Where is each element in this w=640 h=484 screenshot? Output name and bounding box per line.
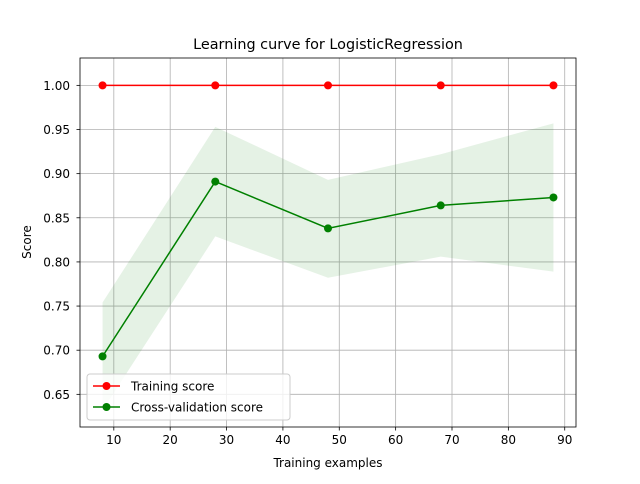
cross-validation-score-point — [549, 193, 558, 202]
confidence-bands — [102, 123, 554, 411]
x-tick-label: 80 — [501, 433, 516, 447]
cross-validation-score-band — [102, 123, 554, 411]
legend: Training score Cross-validation score — [86, 373, 291, 421]
y-tick-label: 0.70 — [43, 344, 70, 358]
x-tick-label: 30 — [219, 433, 234, 447]
training-score-point — [324, 81, 332, 90]
cross-validation-score-point — [211, 177, 220, 186]
cross-validation-score-point — [98, 352, 107, 361]
y-tick-label: 0.95 — [43, 123, 70, 137]
y-tick-label: 0.90 — [43, 167, 70, 181]
axis-ticks: 10 20 30 40 50 60 70 80 90 0.65 0.70 0.75 0.80 0.85 0.… — [43, 79, 572, 447]
training-score-point — [98, 81, 107, 90]
x-tick-label: 90 — [557, 433, 572, 447]
y-tick-label: 0.65 — [43, 388, 70, 402]
y-tick-label: 1.00 — [43, 79, 70, 93]
x-axis-label: Training examples — [272, 456, 382, 470]
x-tick-label: 40 — [275, 433, 290, 447]
legend-label: Cross-validation score — [131, 401, 263, 415]
training-score-point — [436, 81, 445, 90]
y-tick-label: 0.80 — [43, 255, 70, 269]
plot-area — [80, 58, 576, 427]
plot-frame — [79, 57, 577, 428]
cross-validation-score-point — [324, 224, 332, 233]
x-tick-label: 60 — [388, 433, 403, 447]
x-tick-label: 70 — [444, 433, 459, 447]
x-tick-label: 10 — [106, 433, 121, 447]
legend-marker — [102, 403, 111, 411]
chart-title: Learning curve for LogisticRegression — [193, 37, 463, 53]
training-score-point — [211, 81, 220, 90]
legend-marker — [102, 382, 111, 390]
cross-validation-score-point — [436, 201, 445, 210]
training-score-point — [549, 81, 558, 90]
x-tick-label: 50 — [332, 433, 347, 447]
y-axis-label: Score — [20, 225, 34, 259]
x-tick-label: 20 — [163, 433, 178, 447]
y-tick-label: 0.85 — [43, 211, 70, 225]
series-lines — [98, 81, 558, 361]
legend-box — [86, 373, 291, 421]
y-tick-label: 0.75 — [43, 300, 70, 314]
legend-label: Training score — [130, 380, 214, 394]
